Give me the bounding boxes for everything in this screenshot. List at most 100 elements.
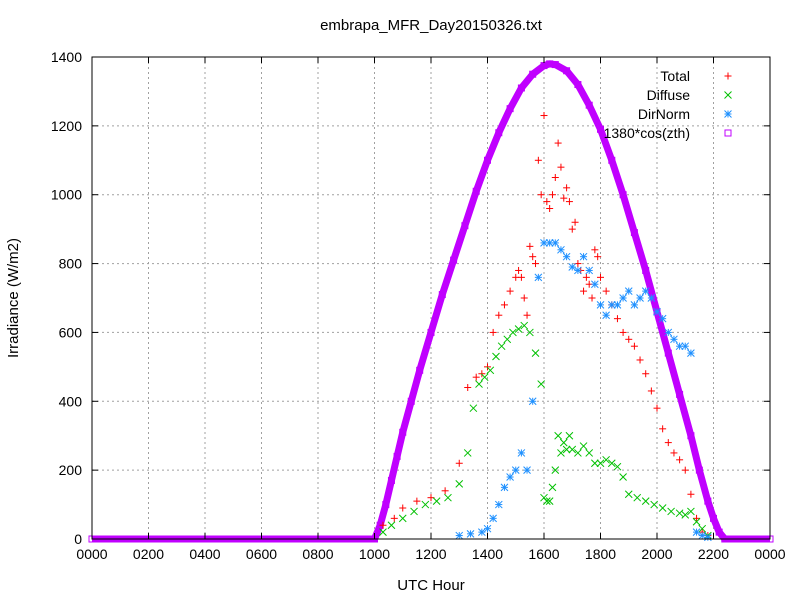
data-point bbox=[574, 266, 582, 275]
data-point bbox=[574, 449, 582, 457]
data-point bbox=[472, 187, 480, 195]
data-point bbox=[450, 256, 458, 264]
data-point bbox=[687, 349, 695, 357]
data-point bbox=[511, 466, 520, 474]
data-point bbox=[636, 294, 644, 302]
x-tick-label: 0000 bbox=[76, 546, 107, 562]
data-point bbox=[506, 287, 514, 295]
legend-marker bbox=[724, 129, 732, 137]
data-point bbox=[537, 191, 545, 199]
data-point bbox=[642, 370, 650, 378]
data-point bbox=[466, 529, 475, 538]
data-point bbox=[432, 497, 441, 505]
data-point bbox=[548, 191, 556, 199]
grid bbox=[92, 57, 770, 539]
data-point bbox=[704, 497, 712, 505]
data-point bbox=[515, 266, 523, 274]
data-point bbox=[630, 342, 638, 350]
data-point bbox=[585, 266, 594, 275]
legend: Total Diffuse DirNorm 1380*cos(zth) bbox=[604, 68, 732, 141]
data-point bbox=[537, 380, 546, 388]
data-point bbox=[693, 514, 701, 522]
x-tick-label: 1000 bbox=[359, 546, 390, 562]
data-point bbox=[548, 483, 557, 492]
data-point bbox=[636, 356, 644, 364]
x-tick-label: 0800 bbox=[302, 546, 333, 562]
data-point bbox=[607, 459, 616, 468]
legend-label: DirNorm bbox=[638, 106, 690, 122]
data-point bbox=[480, 373, 489, 382]
data-point bbox=[597, 273, 604, 281]
data-point bbox=[642, 266, 650, 274]
legend-label: 1380*cos(zth) bbox=[604, 125, 690, 141]
y-tick-label: 1200 bbox=[51, 118, 82, 134]
data-point bbox=[607, 301, 616, 309]
data-point bbox=[379, 521, 387, 529]
data-point bbox=[676, 456, 684, 464]
data-point bbox=[441, 487, 449, 495]
data-point bbox=[630, 229, 638, 237]
data-point bbox=[551, 174, 559, 181]
data-point bbox=[676, 390, 684, 398]
y-tick-label: 0 bbox=[74, 531, 82, 547]
data-point bbox=[681, 466, 689, 474]
data-point bbox=[670, 335, 678, 344]
data-point bbox=[520, 321, 529, 330]
data-point bbox=[585, 449, 594, 457]
data-point bbox=[382, 501, 390, 509]
axis-ticks bbox=[91, 56, 771, 540]
data-point bbox=[559, 438, 568, 447]
x-tick-label: 0400 bbox=[189, 546, 220, 562]
data-point bbox=[393, 452, 401, 460]
data-point bbox=[542, 497, 551, 505]
data-point bbox=[647, 294, 656, 302]
data-point bbox=[650, 500, 659, 509]
data-point bbox=[444, 493, 452, 502]
data-point bbox=[619, 473, 627, 481]
data-point bbox=[520, 294, 528, 302]
data-point bbox=[613, 301, 622, 309]
x-tick-label: 0200 bbox=[133, 546, 164, 562]
data-point bbox=[554, 139, 562, 147]
data-point bbox=[495, 311, 503, 319]
data-point bbox=[579, 442, 588, 450]
data-point bbox=[455, 459, 463, 467]
x-tick-label: 1600 bbox=[528, 546, 559, 562]
data-point bbox=[619, 191, 627, 199]
data-point bbox=[543, 198, 551, 206]
data-point bbox=[532, 260, 540, 268]
data-point bbox=[531, 349, 540, 357]
x-tick-label: 0000 bbox=[754, 546, 785, 562]
data-point bbox=[647, 387, 655, 395]
data-point bbox=[398, 514, 407, 523]
data-point bbox=[554, 431, 562, 440]
x-axis-label: UTC Hour bbox=[397, 577, 465, 594]
data-point bbox=[664, 349, 672, 357]
data-point bbox=[667, 507, 675, 516]
data-point bbox=[580, 287, 588, 295]
data-point bbox=[557, 449, 565, 457]
y-tick-label: 600 bbox=[59, 324, 83, 340]
data-point bbox=[399, 504, 407, 512]
data-point bbox=[687, 507, 695, 516]
data-point bbox=[585, 101, 593, 109]
data-point bbox=[560, 194, 568, 202]
data-point bbox=[486, 366, 495, 375]
data-point bbox=[596, 301, 605, 309]
data-point bbox=[687, 432, 695, 440]
data-point bbox=[427, 328, 435, 336]
legend-label: Total bbox=[660, 68, 690, 84]
data-point bbox=[563, 184, 571, 192]
x-tick-label: 1800 bbox=[585, 546, 616, 562]
data-point bbox=[472, 373, 480, 381]
legend-marker bbox=[724, 72, 732, 80]
data-point bbox=[407, 397, 415, 405]
x-tick-label: 1200 bbox=[415, 546, 446, 562]
data-point bbox=[455, 480, 464, 488]
x-tick-label: 1400 bbox=[472, 546, 503, 562]
data-point bbox=[597, 125, 604, 133]
data-point bbox=[670, 449, 678, 457]
data-point bbox=[681, 511, 690, 519]
data-point bbox=[692, 528, 701, 536]
